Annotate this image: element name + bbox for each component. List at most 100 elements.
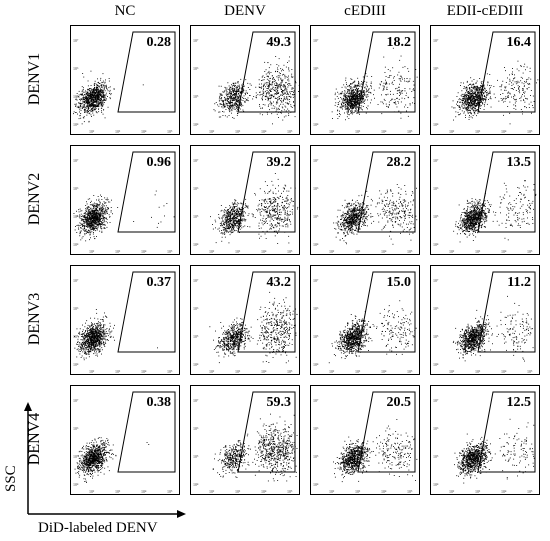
data-point (235, 85, 236, 87)
data-point (266, 93, 268, 95)
data-point (270, 88, 272, 90)
data-point (229, 111, 231, 113)
data-point (213, 109, 215, 111)
data-point (493, 93, 495, 95)
data-point (158, 222, 159, 224)
data-point (350, 102, 352, 104)
data-point (238, 101, 240, 103)
data-point (225, 87, 227, 89)
data-point (245, 79, 247, 81)
y-tick-label: 10⁶ (193, 66, 199, 71)
data-point (92, 92, 94, 94)
data-point (160, 221, 162, 223)
data-point (487, 84, 488, 86)
data-point (280, 88, 282, 90)
data-point (416, 76, 418, 78)
data-point (271, 103, 273, 105)
data-point (91, 116, 92, 117)
data-point (273, 214, 275, 216)
data-point (88, 106, 90, 108)
data-point (370, 81, 372, 83)
data-point (480, 86, 482, 87)
data-point (484, 105, 485, 107)
data-point (470, 105, 472, 106)
data-point (357, 88, 359, 90)
data-point (356, 89, 358, 90)
data-point (281, 218, 283, 220)
data-point (223, 102, 225, 104)
data-point (88, 213, 90, 214)
data-point (268, 86, 270, 88)
data-point (348, 108, 350, 110)
data-point (354, 80, 356, 82)
data-point (282, 68, 283, 70)
data-point (279, 84, 280, 86)
data-point (502, 80, 504, 82)
data-point (87, 208, 88, 210)
data-point (355, 98, 357, 100)
data-point (98, 225, 100, 227)
data-point (96, 84, 98, 86)
data-point (287, 91, 288, 93)
data-point (253, 96, 255, 97)
data-point (477, 95, 479, 97)
data-point (101, 89, 102, 91)
data-point (396, 87, 398, 89)
data-point (95, 108, 97, 110)
data-point (357, 93, 359, 95)
data-point (283, 85, 285, 87)
data-point (227, 95, 229, 97)
data-point (75, 112, 77, 113)
data-point (261, 107, 263, 109)
data-point (477, 98, 479, 100)
data-point (522, 72, 524, 74)
data-point (99, 201, 101, 203)
data-point (233, 87, 235, 89)
data-point (480, 99, 482, 101)
data-point (463, 99, 464, 101)
data-point (105, 86, 107, 87)
data-point (89, 103, 91, 105)
data-point (97, 217, 98, 219)
data-point (282, 85, 284, 87)
data-point (229, 103, 230, 104)
data-point (225, 226, 227, 227)
data-point (89, 104, 91, 106)
data-point (286, 200, 288, 202)
data-point (103, 97, 105, 99)
data-point (486, 73, 488, 75)
data-point (273, 81, 275, 82)
data-point (95, 90, 97, 92)
data-point (467, 98, 469, 99)
data-point (227, 210, 228, 211)
data-point (337, 110, 339, 112)
data-point (380, 101, 382, 103)
data-point (237, 96, 239, 97)
x-tick-label: 10³ (475, 129, 481, 134)
data-point (227, 97, 229, 99)
data-point (98, 215, 100, 217)
data-point (473, 92, 475, 94)
data-point (377, 104, 379, 105)
data-point (99, 212, 101, 214)
data-point (285, 98, 287, 100)
data-point (93, 91, 95, 93)
data-point (258, 83, 260, 85)
data-point (281, 94, 283, 96)
data-point (480, 105, 482, 106)
data-point (95, 222, 97, 224)
data-point (93, 205, 95, 207)
data-point (95, 217, 97, 219)
data-point (267, 207, 269, 209)
data-point (81, 224, 83, 225)
data-point (359, 93, 360, 95)
data-point (84, 94, 86, 95)
data-point (468, 99, 470, 100)
data-point (370, 92, 372, 94)
data-point (465, 87, 467, 89)
data-point (231, 91, 233, 93)
data-point (105, 202, 107, 204)
data-point (221, 223, 223, 225)
